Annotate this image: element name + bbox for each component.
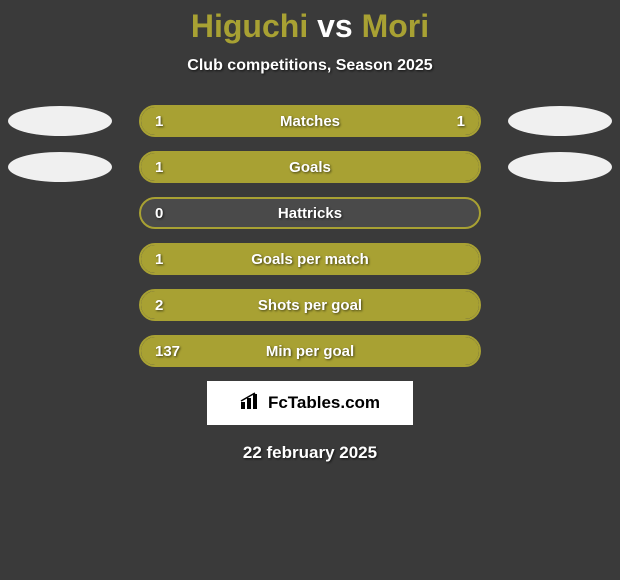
stat-row: 0Hattricks <box>0 197 620 229</box>
stat-bar: 1Goals <box>139 151 481 183</box>
right-ellipse <box>508 152 612 182</box>
comparison-card: Higuchi vs Mori Club competitions, Seaso… <box>0 0 620 463</box>
stat-row: 1Matches1 <box>0 105 620 137</box>
title: Higuchi vs Mori <box>0 8 620 45</box>
stat-label: Min per goal <box>141 343 479 360</box>
stat-row: 1Goals <box>0 151 620 183</box>
stats-list: 1Matches11Goals0Hattricks1Goals per matc… <box>0 105 620 367</box>
stat-label: Shots per goal <box>141 297 479 314</box>
stat-bar: 2Shots per goal <box>139 289 481 321</box>
right-value: 1 <box>457 113 465 130</box>
vs-text: vs <box>317 8 353 44</box>
subtitle: Club competitions, Season 2025 <box>0 57 620 75</box>
player1-name: Higuchi <box>191 8 308 44</box>
stat-label: Goals <box>141 159 479 176</box>
left-ellipse <box>8 152 112 182</box>
stat-bar: 137Min per goal <box>139 335 481 367</box>
stat-label: Hattricks <box>141 205 479 222</box>
chart-icon <box>240 392 262 415</box>
player2-name: Mori <box>362 8 430 44</box>
logo-box: FcTables.com <box>207 381 413 425</box>
stat-label: Goals per match <box>141 251 479 268</box>
stat-row: 137Min per goal <box>0 335 620 367</box>
logo-text: FcTables.com <box>268 393 380 413</box>
stat-bar: 1Goals per match <box>139 243 481 275</box>
stat-bar: 0Hattricks <box>139 197 481 229</box>
stat-row: 1Goals per match <box>0 243 620 275</box>
right-ellipse <box>508 106 612 136</box>
date-text: 22 february 2025 <box>0 443 620 463</box>
left-ellipse <box>8 106 112 136</box>
stat-label: Matches <box>141 113 479 130</box>
stat-bar: 1Matches1 <box>139 105 481 137</box>
stat-row: 2Shots per goal <box>0 289 620 321</box>
